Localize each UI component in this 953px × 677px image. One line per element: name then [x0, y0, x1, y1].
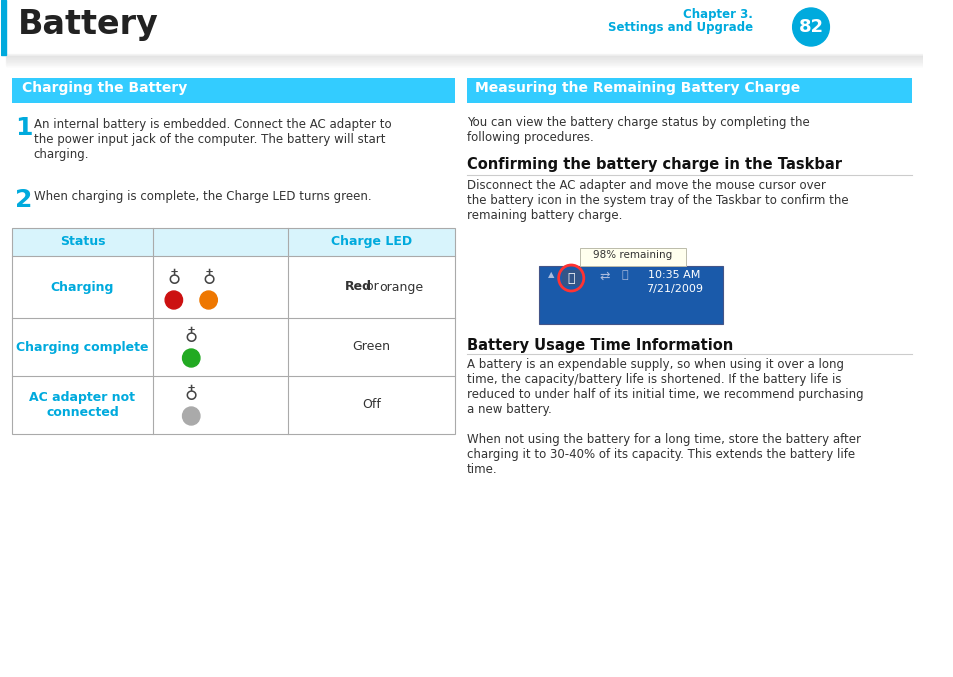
Bar — [6, 60, 923, 62]
Text: When charging is complete, the Charge LED turns green.: When charging is complete, the Charge LE… — [33, 190, 371, 203]
Bar — [6, 65, 923, 67]
Circle shape — [165, 291, 182, 309]
Bar — [579, 248, 685, 266]
Text: ♁: ♁ — [167, 270, 180, 288]
Text: Charging: Charging — [51, 280, 114, 294]
Text: AC adapter not
connected: AC adapter not connected — [30, 391, 135, 419]
Text: Charging complete: Charging complete — [16, 341, 149, 353]
Bar — [1, 0, 923, 55]
Text: ▲: ▲ — [547, 270, 554, 279]
Text: Off: Off — [362, 399, 380, 412]
Text: ♁: ♁ — [185, 386, 197, 404]
Text: Chapter 3.: Chapter 3. — [682, 8, 752, 21]
Circle shape — [182, 407, 200, 425]
Text: You can view the battery charge status by completing the
following procedures.: You can view the battery charge status b… — [466, 116, 809, 144]
Text: Status: Status — [60, 235, 105, 248]
Circle shape — [200, 291, 217, 309]
Text: Green: Green — [353, 341, 390, 353]
Bar — [1, 0, 6, 55]
Bar — [6, 62, 923, 64]
Text: or: or — [361, 280, 382, 294]
Bar — [6, 63, 923, 65]
Bar — [6, 59, 923, 61]
Text: 82: 82 — [798, 18, 822, 36]
Text: Charging the Battery: Charging the Battery — [22, 81, 187, 95]
Circle shape — [182, 349, 200, 367]
Text: 98% remaining: 98% remaining — [593, 250, 672, 260]
Text: ⇄: ⇄ — [599, 270, 610, 283]
Bar — [12, 228, 455, 434]
Bar — [6, 61, 923, 63]
Text: Charge LED: Charge LED — [331, 235, 412, 248]
Text: 7/21/2009: 7/21/2009 — [645, 284, 702, 294]
Text: Measuring the Remaining Battery Charge: Measuring the Remaining Battery Charge — [474, 81, 799, 95]
Text: Settings and Upgrade: Settings and Upgrade — [607, 21, 752, 34]
Text: When not using the battery for a long time, store the battery after
charging it : When not using the battery for a long ti… — [466, 433, 860, 476]
Text: Disconnect the AC adapter and move the mouse cursor over
the battery icon in the: Disconnect the AC adapter and move the m… — [466, 179, 847, 222]
Bar — [6, 56, 923, 58]
Text: ♁: ♁ — [202, 270, 215, 288]
Text: 2: 2 — [15, 188, 32, 212]
Bar — [538, 266, 722, 324]
Text: 10:35 AM: 10:35 AM — [648, 270, 700, 280]
Bar — [6, 58, 923, 60]
Circle shape — [792, 8, 828, 46]
Bar — [6, 64, 923, 66]
Text: 🔋: 🔋 — [567, 272, 575, 285]
Bar — [6, 57, 923, 59]
Bar — [6, 54, 923, 56]
Text: A battery is an expendable supply, so when using it over a long
time, the capaci: A battery is an expendable supply, so wh… — [466, 358, 862, 416]
Text: Red: Red — [344, 280, 371, 294]
Bar — [561, 270, 580, 286]
Bar — [466, 78, 911, 103]
Text: Confirming the battery charge in the Taskbar: Confirming the battery charge in the Tas… — [466, 157, 841, 172]
Bar — [12, 78, 455, 103]
Text: ♁: ♁ — [185, 328, 197, 346]
Text: 🔊: 🔊 — [620, 270, 627, 280]
Text: 1: 1 — [15, 116, 32, 140]
Text: Battery: Battery — [18, 8, 159, 41]
Text: orange: orange — [379, 280, 423, 294]
Bar — [12, 228, 455, 256]
Text: Battery Usage Time Information: Battery Usage Time Information — [466, 338, 732, 353]
Text: An internal battery is embedded. Connect the AC adapter to
the power input jack : An internal battery is embedded. Connect… — [33, 118, 391, 161]
Bar — [6, 55, 923, 57]
